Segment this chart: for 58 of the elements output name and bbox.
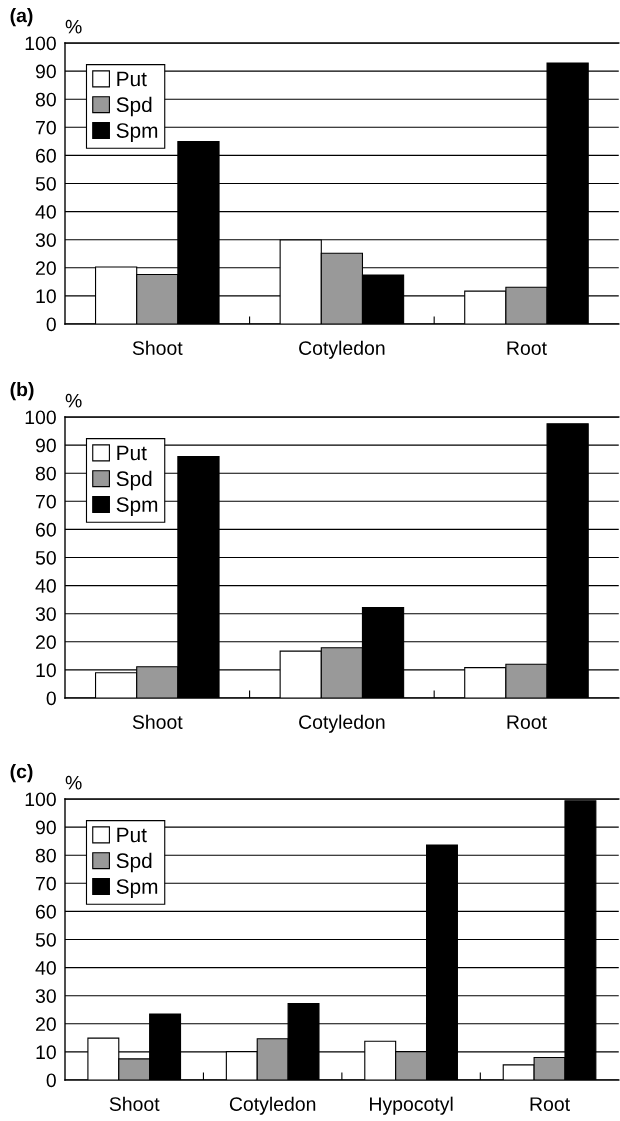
legend-label: Spm — [116, 879, 158, 898]
y-tick-label: 20 — [36, 1017, 56, 1032]
y-tick-label: 0 — [46, 317, 56, 332]
chart-title: (b) — [10, 382, 34, 401]
y-tick-label: 100 — [25, 792, 56, 807]
x-tick-label: Shoot — [132, 340, 183, 355]
legend-label: Put — [117, 445, 147, 461]
y-tick-label: 0 — [46, 1073, 56, 1088]
y-tick-label: 50 — [35, 176, 56, 191]
y-tick-label: 60 — [36, 904, 56, 919]
x-tick-label: Cotyledon — [299, 714, 385, 733]
y-tick-label: 80 — [35, 848, 56, 863]
legend-label: Spm — [116, 123, 158, 142]
x-tick-label: Hypocotyl — [370, 1096, 453, 1115]
legend-label: Spd — [116, 470, 152, 491]
legend-label: Put — [117, 71, 147, 87]
y-tick-label: 0 — [46, 691, 56, 706]
y-tick-label: 50 — [35, 932, 56, 947]
y-tick-label: 60 — [36, 522, 56, 537]
x-tick-label: Shoot — [132, 714, 183, 729]
x-tick-label: Root — [507, 341, 547, 355]
y-tick-label: 70 — [36, 494, 56, 509]
y-tick-label: 10 — [36, 1045, 56, 1060]
y-tick-label: 30 — [35, 607, 56, 621]
y-tick-label: 40 — [35, 579, 56, 593]
legend-label: Put — [117, 827, 147, 843]
y-tick-label: 90 — [35, 438, 56, 453]
y-tick-label: 30 — [35, 989, 56, 1003]
legend-label: Spd — [116, 852, 152, 873]
y-tick-label: 50 — [35, 550, 56, 565]
y-tick-label: 30 — [35, 233, 56, 247]
y-tick-label: 40 — [35, 205, 56, 219]
legend-label: Spd — [116, 96, 152, 117]
x-tick-label: Cotyledon — [229, 1096, 316, 1115]
y-tick-label: 10 — [36, 289, 56, 304]
y-tick-label: 40 — [35, 961, 56, 975]
y-tick-label: 70 — [36, 120, 56, 135]
x-tick-label: Root — [530, 1097, 570, 1111]
y-tick-label: 20 — [36, 635, 56, 650]
x-tick-label: Shoot — [109, 1096, 160, 1111]
y-tick-label: 90 — [35, 64, 56, 79]
y-tick-label: 80 — [35, 92, 56, 107]
y-tick-label: 60 — [36, 148, 56, 163]
y-tick-label: 100 — [25, 36, 56, 51]
y-tick-label: 70 — [36, 876, 56, 891]
x-tick-label: Root — [507, 715, 547, 729]
y-axis-title: % — [65, 393, 82, 408]
y-tick-label: 90 — [35, 820, 56, 835]
y-axis-title: % — [65, 775, 82, 790]
y-tick-label: 80 — [35, 466, 56, 481]
y-tick-label: 100 — [25, 410, 56, 425]
legend-label: Spm — [116, 497, 158, 516]
y-tick-label: 10 — [36, 663, 56, 678]
x-tick-label: Cotyledon — [299, 340, 385, 359]
chart-title: (a) — [10, 8, 33, 27]
y-tick-label: 20 — [36, 261, 56, 276]
y-axis-title: % — [65, 19, 82, 34]
chart-title: (c) — [10, 764, 33, 783]
